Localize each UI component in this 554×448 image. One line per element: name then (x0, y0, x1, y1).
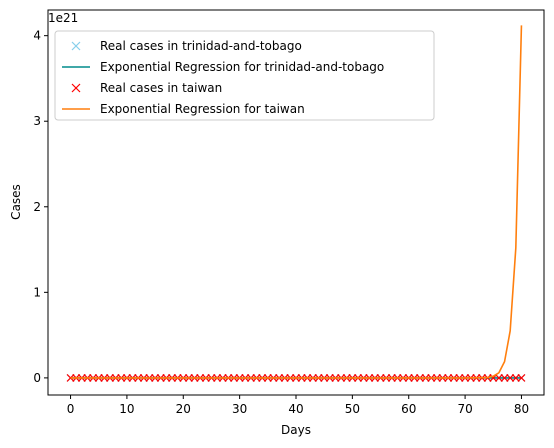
legend-label: Exponential Regression for trinidad-and-… (100, 60, 384, 74)
legend-item: Real cases in taiwan (71, 81, 222, 95)
legend-marker (71, 83, 81, 93)
legend-label: Exponential Regression for taiwan (100, 102, 305, 116)
x-tick-label: 10 (119, 402, 134, 416)
x-tick-label: 80 (514, 402, 529, 416)
legend-item: Exponential Regression for taiwan (62, 102, 305, 116)
y-tick-label: 0 (33, 371, 41, 385)
x-tick-label: 50 (345, 402, 360, 416)
data-point (66, 373, 75, 382)
data-point (500, 373, 509, 382)
legend-item: Exponential Regression for trinidad-and-… (62, 60, 384, 74)
series-line (70, 25, 523, 379)
x-axis-label: Days (281, 423, 311, 437)
x-tick-label: 60 (401, 402, 416, 416)
x-tick-label: 30 (232, 402, 247, 416)
data-point (506, 373, 515, 382)
data-point (511, 373, 520, 382)
x-tick-label: 40 (288, 402, 303, 416)
plot-area (66, 25, 526, 382)
legend-box (54, 30, 435, 121)
x-tick-label: 20 (176, 402, 191, 416)
data-point (494, 373, 503, 382)
y-tick-label: 4 (33, 29, 41, 43)
legend: Real cases in trinidad-and-tobago Exponen… (54, 30, 435, 121)
y-offset-label: 1e21 (48, 11, 78, 25)
legend-label: Real cases in trinidad-and-tobago (100, 39, 302, 53)
x-tick-label: 0 (67, 402, 75, 416)
legend-label: Real cases in taiwan (100, 81, 222, 95)
x-tick-label: 70 (457, 402, 472, 416)
legend-marker (71, 41, 81, 51)
y-axis-label: Cases (9, 184, 23, 220)
y-axis-ticks: 0 1 2 3 4 (33, 29, 48, 385)
y-tick-label: 2 (33, 200, 41, 214)
legend-item: Real cases in trinidad-and-tobago (71, 39, 302, 53)
data-point (517, 373, 526, 382)
y-tick-label: 1 (33, 285, 41, 299)
y-tick-label: 3 (33, 114, 41, 128)
x-axis-ticks: 0 10 20 30 40 50 60 70 80 (67, 395, 529, 416)
